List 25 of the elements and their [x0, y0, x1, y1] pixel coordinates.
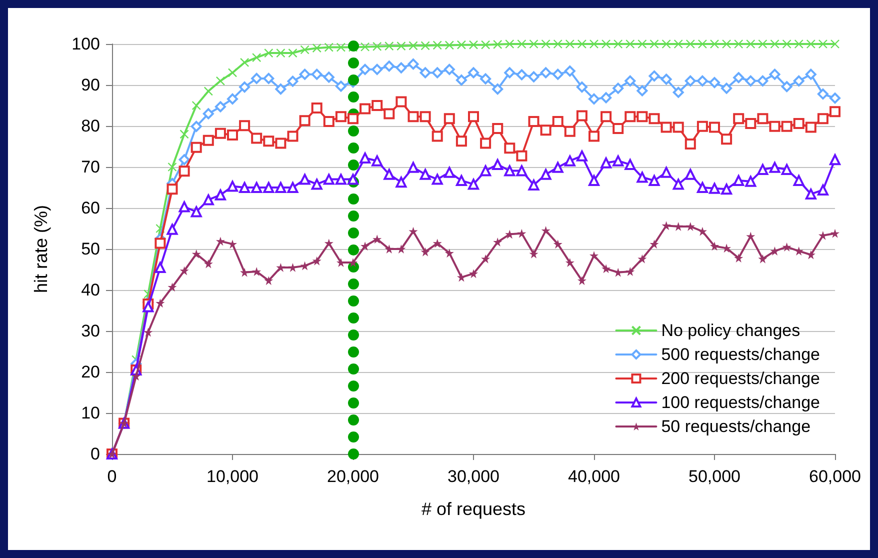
- y-tick-label: 20: [81, 362, 100, 382]
- y-tick-label: 100: [72, 34, 100, 54]
- x-tick-label: 10,000: [206, 467, 258, 486]
- y-tick-label: 80: [81, 116, 100, 136]
- legend-label: 500 requests/change: [661, 345, 820, 364]
- y-tick-label: 50: [81, 240, 100, 258]
- y-axis-title: hit rate (%): [31, 204, 51, 294]
- legend-label: 100 requests/change: [661, 393, 820, 412]
- y-tick-label: 70: [81, 158, 100, 176]
- y-tick-label: 10: [81, 404, 100, 422]
- legend-label: 50 requests/change: [661, 417, 811, 436]
- x-tick-label: 0: [107, 467, 117, 486]
- y-tick-label: 40: [81, 280, 100, 300]
- x-tick-label: 20,000: [327, 467, 379, 486]
- y-tick-label: 60: [81, 198, 100, 218]
- x-axis-title: # of requests: [421, 499, 526, 519]
- x-tick-label: 60,000: [809, 467, 861, 486]
- x-tick-label: 30,000: [448, 467, 500, 486]
- legend-label: No policy changes: [661, 321, 800, 340]
- y-tick-label: 30: [81, 322, 100, 340]
- x-tick-label: 40,000: [568, 467, 620, 486]
- y-tick-label: 90: [81, 76, 100, 94]
- legend-label: 200 requests/change: [661, 369, 820, 388]
- x-tick-label: 50,000: [688, 467, 740, 486]
- y-tick-label: 0: [90, 444, 100, 464]
